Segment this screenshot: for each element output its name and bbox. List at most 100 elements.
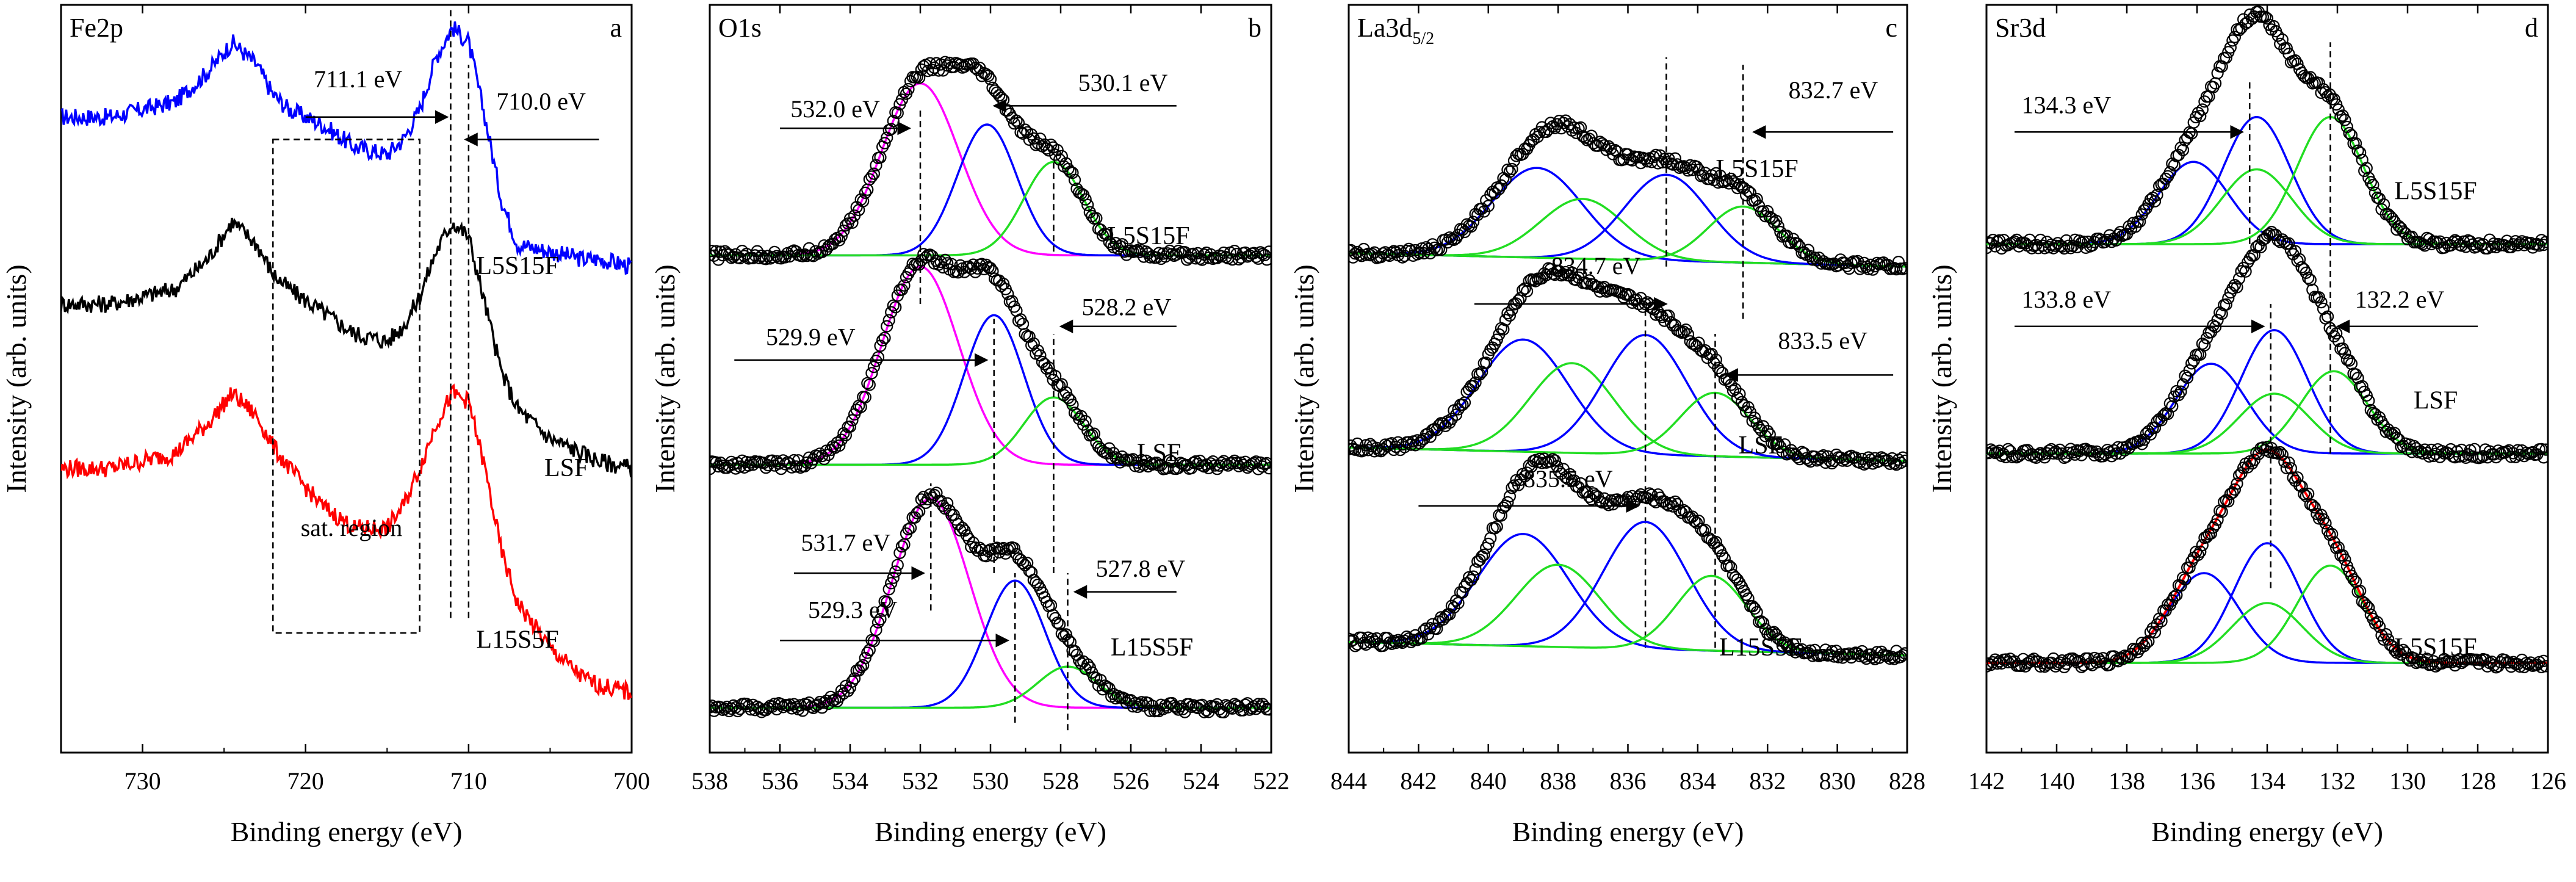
data-point <box>1662 499 1675 512</box>
data-point <box>2148 626 2162 639</box>
data-point <box>1645 488 1658 501</box>
y-axis-title: Intensity (arb. units) <box>1 264 32 493</box>
data-point <box>1770 214 1783 227</box>
plot-area <box>61 5 632 700</box>
panel-b: 538 536 534 532 530 528 526 524 522 Binding energ… <box>649 4 1290 847</box>
data-point <box>1512 479 1525 491</box>
data-point <box>1010 114 1023 127</box>
data-point <box>2231 477 2243 490</box>
x-tick-label: 138 <box>2109 767 2145 795</box>
panel-letter: d <box>2525 13 2538 43</box>
data-point <box>1750 192 1763 206</box>
data-point <box>1390 636 1402 649</box>
data-points-l5s15f <box>1349 114 1907 276</box>
data-point <box>2343 126 2356 140</box>
data-point <box>1405 438 1418 451</box>
data-point <box>878 331 891 344</box>
data-point <box>1086 428 1099 441</box>
data-point <box>1501 164 1514 176</box>
data-point <box>1418 247 1431 260</box>
data-point <box>2347 573 2360 586</box>
data-point <box>887 571 900 584</box>
data-point <box>2382 208 2395 221</box>
panel-title-subscript: 5/2 <box>1412 29 1434 48</box>
x-tick-label: 730 <box>124 767 161 795</box>
data-point <box>1094 442 1107 455</box>
data-point <box>2539 660 2548 673</box>
panel-a: 730 720 710 700 Binding energy (eV) Intensity… <box>1 4 650 847</box>
data-point <box>891 558 904 571</box>
data-point <box>2280 461 2293 475</box>
fit-component-blue <box>1349 521 1907 657</box>
data-point <box>1899 454 1907 467</box>
data-point <box>846 414 859 427</box>
data-points-l5s15f <box>710 56 1271 266</box>
data-point <box>1697 169 1709 182</box>
data-point <box>2239 265 2252 278</box>
data-point <box>2134 434 2146 447</box>
data-point <box>882 583 895 596</box>
plot-area <box>710 56 1271 731</box>
data-point <box>1364 438 1377 450</box>
series-label: L5S15F <box>1716 155 1798 183</box>
data-point <box>2134 215 2146 228</box>
data-point <box>1477 548 1490 561</box>
data-point <box>2019 660 2032 673</box>
data-point <box>1008 541 1021 555</box>
data-point <box>984 262 997 275</box>
data-point <box>1463 383 1476 396</box>
series-label: LSF <box>544 454 588 482</box>
data-point <box>712 253 725 266</box>
peak-annotation: 711.1 eV <box>314 65 402 93</box>
peak-annotation: 529.9 eV <box>766 323 856 350</box>
data-point <box>1581 134 1593 146</box>
data-point <box>1690 516 1703 529</box>
series-label: L15S5F <box>1719 634 1802 662</box>
x-tick-label: 830 <box>1819 767 1856 795</box>
data-point <box>837 224 850 237</box>
data-point <box>2358 164 2371 178</box>
data-point <box>2291 255 2304 267</box>
x-axis-title: Binding energy (eV) <box>1512 816 1744 847</box>
fit-component-green <box>1349 563 1907 657</box>
data-point <box>2300 266 2312 279</box>
x-axis-title: Binding energy (eV) <box>2151 816 2383 847</box>
data-point <box>1677 504 1690 517</box>
data-point <box>2360 389 2373 402</box>
data-point <box>2282 237 2295 250</box>
data-point <box>1349 443 1362 456</box>
panel-title: O1s <box>718 13 762 43</box>
data-point <box>1725 561 1737 574</box>
data-point <box>835 230 848 243</box>
data-point <box>1999 653 2012 666</box>
data-point <box>2058 660 2071 674</box>
data-point <box>941 257 954 270</box>
data-point <box>2176 378 2190 391</box>
series-label: LSF <box>2414 387 2458 415</box>
data-point <box>2287 471 2300 484</box>
data-point <box>891 107 904 120</box>
data-point <box>1256 460 1269 473</box>
data-point <box>2159 172 2172 186</box>
data-point <box>2066 652 2079 665</box>
data-point <box>2399 227 2412 240</box>
fit-component-blue <box>1349 338 1907 462</box>
data-point <box>1896 451 1907 464</box>
data-point <box>2112 228 2124 241</box>
data-point <box>826 440 839 453</box>
data-point <box>889 301 902 314</box>
data-point <box>1482 200 1495 212</box>
data-point <box>861 377 874 389</box>
data-point <box>881 320 893 333</box>
data-point <box>1557 268 1570 281</box>
data-point <box>1236 704 1250 717</box>
data-point <box>803 242 815 255</box>
data-point <box>809 699 822 712</box>
data-point <box>2535 660 2548 674</box>
data-point <box>2181 371 2194 384</box>
data-point <box>1368 445 1381 458</box>
data-point <box>2312 77 2325 90</box>
data-point <box>1761 425 1774 438</box>
series-line-l15s5f <box>61 383 632 700</box>
x-tick-label: 828 <box>1889 767 1925 795</box>
